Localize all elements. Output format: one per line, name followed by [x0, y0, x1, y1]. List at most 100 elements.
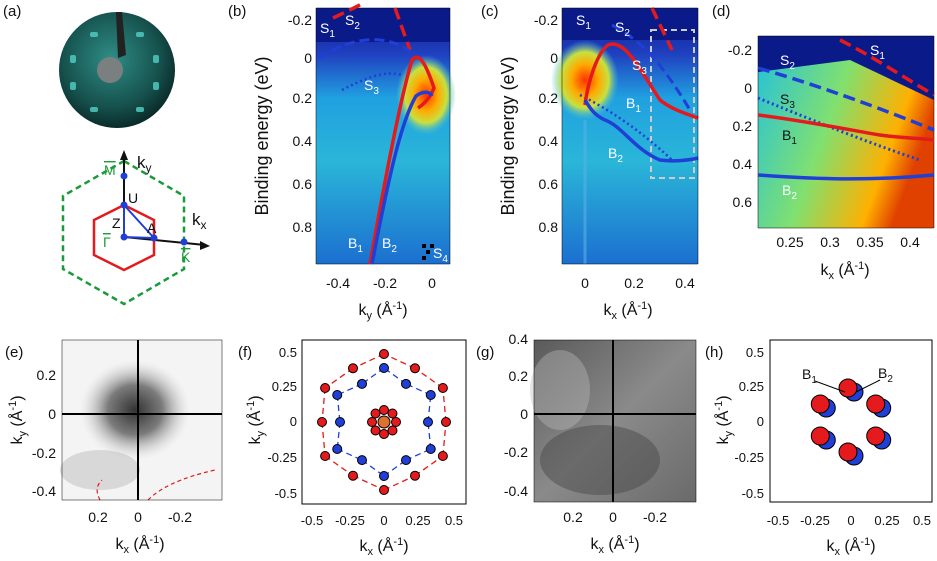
panel-label-a: (a) — [3, 3, 21, 20]
ky-arrow-icon — [120, 150, 128, 160]
svg-text:-0.5: -0.5 — [742, 486, 764, 501]
point-Z-label: Z — [112, 215, 121, 231]
brillouin-zone-outer — [61, 159, 186, 306]
svg-text:kx (Å-1): kx (Å-1) — [820, 260, 869, 282]
svg-text:0.2: 0.2 — [293, 90, 313, 106]
model-point-blue — [335, 417, 345, 427]
model-point-blue — [357, 378, 367, 389]
model-points-f — [317, 349, 451, 495]
svg-text:kx (Å-1): kx (Å-1) — [590, 534, 639, 556]
svg-text:B1: B1 — [626, 95, 641, 115]
model-point-blue — [332, 444, 343, 454]
model-point-red — [391, 417, 401, 427]
svg-text:0: 0 — [134, 509, 142, 525]
model-dashed-line — [321, 421, 326, 457]
svg-text:0.25: 0.25 — [739, 379, 764, 394]
svg-text:0: 0 — [428, 275, 436, 291]
point-U-label: U — [128, 190, 138, 206]
svg-text:B2: B2 — [382, 235, 397, 255]
svg-text:ky (Å-1): ky (Å-1) — [245, 395, 267, 444]
svg-text:-0.4: -0.4 — [326, 275, 350, 291]
kx-axis-label: k — [192, 210, 201, 229]
svg-text:0: 0 — [550, 50, 558, 66]
model-point-blue — [401, 455, 411, 466]
band-label-S1-b: S — [320, 20, 329, 36]
model-point-blue — [425, 390, 436, 400]
svg-text:kx: kx — [192, 210, 207, 232]
model-point-blue — [379, 363, 389, 373]
model-point-red — [437, 451, 448, 461]
model-points-h — [810, 378, 892, 466]
svg-text:ky (Å-1): ky (Å-1) — [358, 300, 407, 322]
svg-text:S3: S3 — [364, 77, 379, 97]
panel-b: (b) S1 S2 S3 S4 B1 B2 -0.2 0 0.2 0.4 0.6… — [228, 0, 456, 322]
panel-c: (c) S1 S2 S3 B1 B2 -0.2 0 0.2 0.4 0.6 0.… — [481, 3, 699, 322]
panel-label-d: (d) — [712, 3, 730, 20]
model-point-red — [387, 425, 398, 436]
model-point-B1 — [866, 394, 886, 414]
point-A-label: A — [147, 220, 157, 236]
model-dashed-line — [324, 455, 354, 477]
svg-text:0: 0 — [290, 414, 297, 429]
panel-label-e: (e) — [5, 344, 23, 361]
svg-text:kx (Å-1): kx (Å-1) — [359, 536, 408, 558]
svg-text:S2: S2 — [780, 52, 795, 72]
svg-text:0: 0 — [744, 80, 752, 96]
point-M-label: M — [104, 162, 116, 178]
svg-text:0.2: 0.2 — [624, 275, 644, 291]
svg-text:0.6: 0.6 — [293, 176, 313, 192]
svg-text:-0.2: -0.2 — [32, 445, 56, 461]
model-point-red — [367, 417, 377, 427]
svg-text:0: 0 — [757, 414, 764, 429]
svg-text:B1: B1 — [348, 235, 363, 255]
sphere-dots — [70, 32, 159, 112]
panel-label-b: (b) — [228, 3, 246, 20]
svg-text:-0.25: -0.25 — [800, 513, 830, 528]
svg-text:S3: S3 — [632, 57, 647, 77]
svg-text:0.2: 0.2 — [733, 118, 753, 134]
panel-label-c: (c) — [481, 3, 499, 20]
panel-label-h: (h) — [705, 344, 723, 361]
band-B1-c — [583, 42, 699, 120]
svg-text:0.2: 0.2 — [539, 90, 559, 106]
svg-text:0.4: 0.4 — [293, 133, 313, 149]
svg-text:-0.2: -0.2 — [643, 509, 667, 525]
svg-text:0.25: 0.25 — [405, 513, 430, 528]
model-dashed-line — [352, 475, 385, 491]
model-dashed-line — [321, 387, 326, 423]
model-point-blue — [379, 471, 389, 481]
model-point-B1 — [810, 394, 830, 414]
model-point-blue — [423, 417, 433, 427]
model-dashed-line — [442, 387, 447, 423]
svg-text:0: 0 — [520, 406, 528, 422]
panel-g: (g) 0.4 0.2 0 -0.2 -0.4 0.2 0 -0.2 kx (Å… — [476, 331, 697, 556]
ky-axis-label: k — [137, 153, 146, 172]
band-S1-b — [332, 0, 366, 20]
svg-text:-0.2: -0.2 — [534, 12, 558, 28]
model-point-blue — [332, 390, 343, 400]
svg-text:B2: B2 — [608, 145, 623, 165]
model-point-red — [437, 383, 448, 393]
svg-text:-0.5: -0.5 — [301, 513, 323, 528]
band-B2-b — [370, 90, 434, 265]
model-map-h — [769, 339, 933, 503]
svg-text:kx (Å-1): kx (Å-1) — [115, 534, 164, 556]
svg-text:0.8: 0.8 — [539, 219, 559, 235]
model-point-red — [320, 451, 331, 461]
svg-text:0.5: 0.5 — [445, 513, 463, 528]
svg-text:kx (Å-1): kx (Å-1) — [603, 300, 652, 322]
svg-text:-0.25: -0.25 — [267, 450, 297, 465]
model-point-red — [387, 408, 398, 419]
svg-text:0: 0 — [609, 509, 617, 525]
svg-text:0.2: 0.2 — [88, 509, 108, 525]
model-dashed-line — [383, 475, 416, 491]
svg-text:S3: S3 — [780, 91, 795, 111]
model-dashed-line — [383, 353, 416, 369]
model-point-red — [441, 417, 451, 427]
svg-text:-0.4: -0.4 — [32, 483, 56, 499]
svg-text:0: 0 — [581, 275, 589, 291]
model-point-blue — [357, 455, 367, 466]
svg-text:S1: S1 — [870, 42, 885, 62]
svg-text:S1: S1 — [320, 20, 335, 40]
